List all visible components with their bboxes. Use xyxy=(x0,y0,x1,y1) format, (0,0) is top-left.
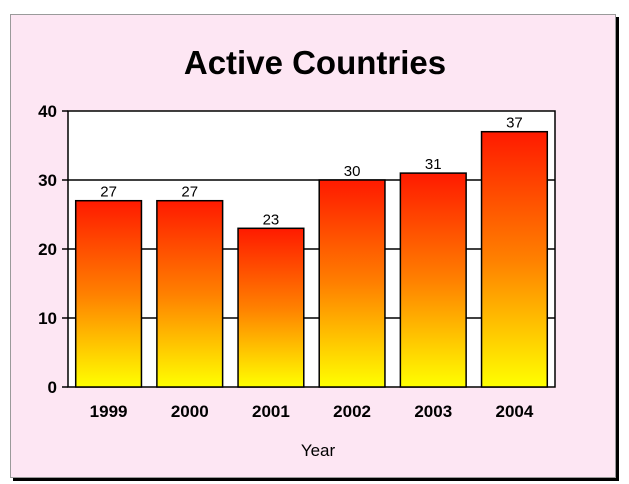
bar-2002 xyxy=(318,179,386,388)
data-label: 23 xyxy=(263,211,280,228)
y-tick-label: 0 xyxy=(48,378,57,397)
x-tick-label: 2003 xyxy=(414,402,452,421)
bar-2001 xyxy=(237,227,305,388)
bar-2000 xyxy=(156,199,224,388)
gridlines xyxy=(68,179,555,319)
x-axis-label: Year xyxy=(301,441,336,460)
x-axis-ticks: 1999 2000 2001 2002 2003 2004 xyxy=(90,402,534,421)
data-label: 27 xyxy=(100,184,117,201)
chart-frame: Active Countries 27 27 23 30 31 37 0 10 20 30 40 … xyxy=(10,14,616,478)
y-tick-label: 30 xyxy=(38,171,57,190)
y-axis-ticks: 0 10 20 30 40 xyxy=(38,102,68,397)
bar-1999 xyxy=(74,199,143,388)
chart-title: Active Countries xyxy=(184,44,446,81)
x-tick-label: 2002 xyxy=(333,402,371,421)
y-tick-label: 40 xyxy=(38,102,57,121)
x-tick-label: 2001 xyxy=(252,402,290,421)
data-label: 27 xyxy=(181,184,198,201)
y-tick-label: 10 xyxy=(38,309,57,328)
bars xyxy=(74,130,549,388)
data-label: 37 xyxy=(506,115,523,132)
x-tick-label: 1999 xyxy=(90,402,128,421)
data-labels: 27 27 23 30 31 37 xyxy=(100,115,523,229)
bar-2003 xyxy=(399,172,467,388)
data-label: 31 xyxy=(425,156,442,173)
x-tick-label: 2004 xyxy=(496,402,534,421)
bar-2004 xyxy=(480,130,549,388)
data-label: 30 xyxy=(344,163,361,180)
y-tick-label: 20 xyxy=(38,240,57,259)
x-tick-label: 2000 xyxy=(171,402,209,421)
